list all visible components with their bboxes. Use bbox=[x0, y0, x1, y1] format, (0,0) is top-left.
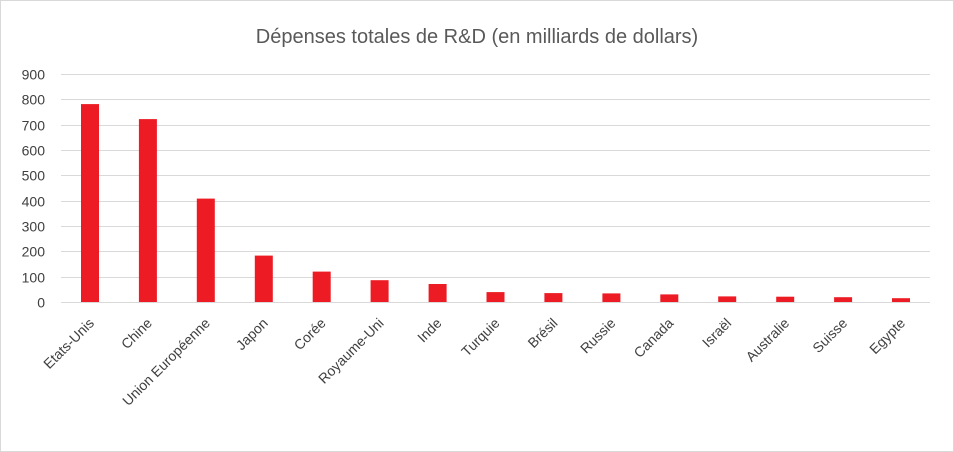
bar bbox=[370, 280, 389, 302]
bar bbox=[544, 293, 563, 302]
x-category-label: Egypte bbox=[866, 315, 908, 357]
x-category-label: Russie bbox=[577, 315, 619, 357]
x-category-label: Turquie bbox=[458, 315, 503, 360]
y-axis-ticks: 0 100 200 300 400 500 600 700 800 900 bbox=[22, 67, 46, 311]
bar bbox=[196, 198, 215, 302]
bar bbox=[81, 104, 99, 302]
bar bbox=[660, 294, 679, 302]
bar bbox=[718, 296, 737, 302]
y-tick-label: 300 bbox=[22, 219, 46, 235]
y-tick-label: 0 bbox=[37, 295, 45, 311]
x-category-label: Inde bbox=[414, 315, 445, 346]
x-category-label: Australie bbox=[742, 315, 792, 365]
chart-title: Dépenses totales de R&D (en milliards de… bbox=[256, 26, 698, 48]
x-category-label: Suisse bbox=[809, 315, 850, 356]
x-category-label: Israël bbox=[699, 315, 735, 351]
y-tick-label: 200 bbox=[22, 244, 46, 260]
y-tick-label: 100 bbox=[22, 270, 46, 286]
x-category-label: Brésil bbox=[524, 315, 560, 351]
bar bbox=[138, 119, 157, 302]
y-tick-label: 700 bbox=[22, 118, 46, 134]
bar bbox=[486, 292, 505, 302]
x-category-label: Etats-Unis bbox=[40, 315, 97, 372]
gridlines bbox=[61, 74, 930, 303]
x-category-label: Corée bbox=[291, 315, 329, 353]
bar bbox=[776, 296, 795, 302]
bar bbox=[312, 271, 331, 302]
x-category-label: Japon bbox=[233, 315, 271, 353]
bar bbox=[428, 284, 447, 302]
y-tick-label: 600 bbox=[22, 143, 46, 159]
x-category-label: Chine bbox=[118, 315, 155, 352]
y-tick-label: 400 bbox=[22, 194, 46, 210]
bars bbox=[81, 104, 910, 302]
y-tick-label: 900 bbox=[22, 67, 46, 83]
bar bbox=[892, 298, 910, 302]
bar bbox=[254, 255, 273, 302]
bar bbox=[602, 293, 621, 302]
y-tick-label: 500 bbox=[22, 168, 46, 184]
x-category-label: Canada bbox=[630, 315, 676, 361]
bar bbox=[834, 297, 853, 302]
y-tick-label: 800 bbox=[22, 92, 46, 108]
